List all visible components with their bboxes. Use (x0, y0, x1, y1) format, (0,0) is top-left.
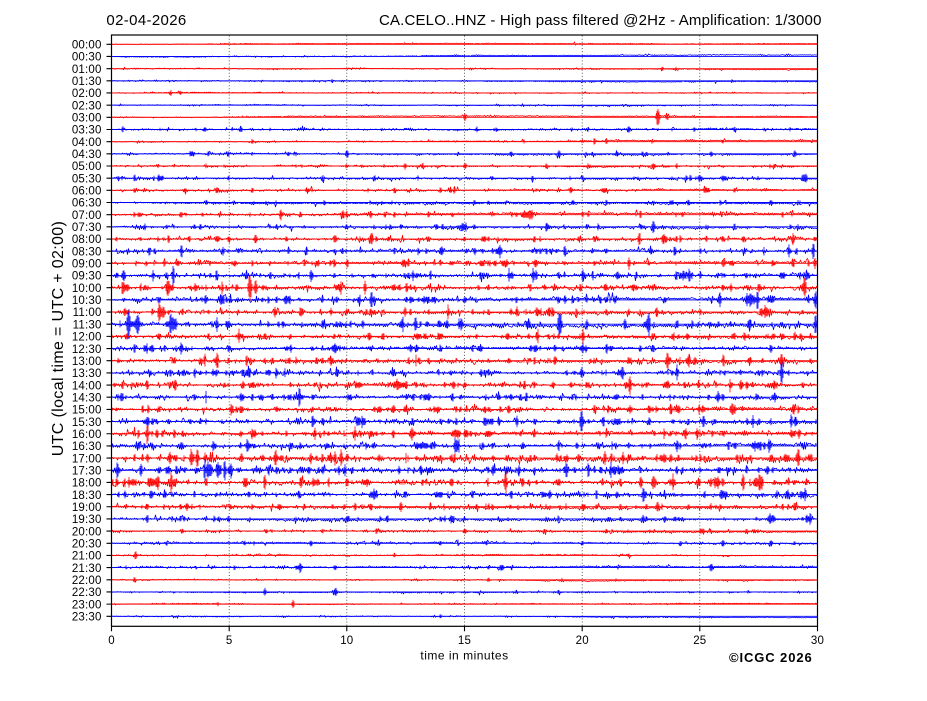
svg-text:04:00: 04:00 (72, 137, 102, 149)
svg-text:18:30: 18:30 (72, 490, 102, 502)
svg-text:01:30: 01:30 (72, 76, 102, 88)
svg-text:05:00: 05:00 (72, 161, 102, 173)
svg-text:13:00: 13:00 (72, 356, 102, 368)
svg-text:09:00: 09:00 (72, 259, 102, 271)
svg-text:02:30: 02:30 (72, 100, 102, 112)
svg-text:0: 0 (108, 635, 115, 647)
svg-text:22:00: 22:00 (72, 575, 102, 587)
svg-text:14:30: 14:30 (72, 392, 102, 404)
svg-text:time in minutes: time in minutes (420, 649, 508, 663)
svg-text:10:00: 10:00 (72, 283, 102, 295)
svg-text:©ICGC 2026: ©ICGC 2026 (729, 650, 813, 665)
svg-text:16:00: 16:00 (72, 429, 102, 441)
svg-text:10: 10 (340, 635, 353, 647)
svg-text:05:30: 05:30 (72, 173, 102, 185)
svg-text:12:00: 12:00 (72, 332, 102, 344)
svg-text:08:00: 08:00 (72, 234, 102, 246)
svg-text:17:30: 17:30 (72, 465, 102, 477)
svg-text:20:00: 20:00 (72, 526, 102, 538)
svg-text:14:00: 14:00 (72, 380, 102, 392)
svg-text:02:00: 02:00 (72, 88, 102, 100)
svg-text:17:00: 17:00 (72, 453, 102, 465)
svg-text:30: 30 (811, 635, 824, 647)
svg-text:10:30: 10:30 (72, 295, 102, 307)
svg-text:21:30: 21:30 (72, 563, 102, 575)
svg-text:03:00: 03:00 (72, 113, 102, 125)
svg-text:11:30: 11:30 (73, 319, 102, 331)
svg-text:13:30: 13:30 (72, 368, 102, 380)
svg-text:18:00: 18:00 (72, 478, 102, 490)
svg-text:CA.CELO..HNZ - High pass filte: CA.CELO..HNZ - High pass filtered @2Hz -… (379, 12, 822, 29)
svg-text:07:00: 07:00 (72, 210, 102, 222)
svg-text:15: 15 (458, 635, 471, 647)
svg-text:UTC (local time = UTC + 02:00): UTC (local time = UTC + 02:00) (50, 221, 67, 456)
svg-text:19:00: 19:00 (72, 502, 102, 514)
svg-text:02-04-2026: 02-04-2026 (106, 12, 186, 29)
svg-text:09:30: 09:30 (72, 271, 102, 283)
svg-text:11:00: 11:00 (73, 307, 102, 319)
svg-text:23:00: 23:00 (72, 599, 102, 611)
svg-text:25: 25 (693, 635, 706, 647)
svg-text:21:00: 21:00 (72, 551, 102, 563)
svg-text:19:30: 19:30 (72, 514, 102, 526)
svg-text:12:30: 12:30 (72, 344, 102, 356)
svg-text:15:30: 15:30 (72, 417, 102, 429)
svg-text:06:30: 06:30 (72, 198, 102, 210)
svg-text:01:00: 01:00 (72, 64, 102, 76)
svg-text:23:30: 23:30 (72, 611, 102, 623)
svg-text:20: 20 (576, 635, 589, 647)
svg-text:22:30: 22:30 (72, 587, 102, 599)
svg-text:03:30: 03:30 (72, 125, 102, 137)
svg-text:15:00: 15:00 (72, 405, 102, 417)
svg-text:16:30: 16:30 (72, 441, 102, 453)
svg-text:20:30: 20:30 (72, 538, 102, 550)
svg-text:5: 5 (226, 635, 233, 647)
svg-text:00:30: 00:30 (72, 52, 102, 64)
svg-text:06:00: 06:00 (72, 186, 102, 198)
svg-text:07:30: 07:30 (72, 222, 102, 234)
svg-text:08:30: 08:30 (72, 246, 102, 258)
svg-text:00:00: 00:00 (72, 40, 102, 52)
svg-text:04:30: 04:30 (72, 149, 102, 161)
